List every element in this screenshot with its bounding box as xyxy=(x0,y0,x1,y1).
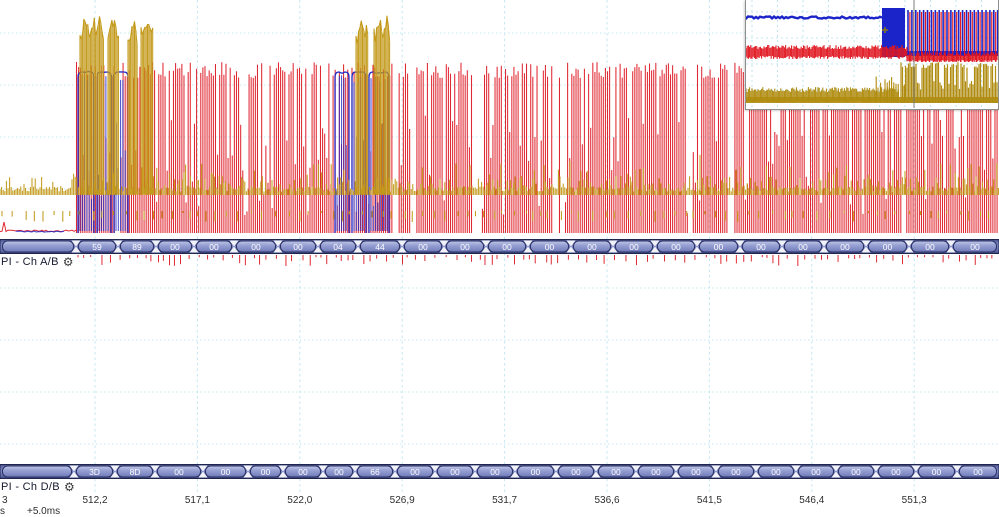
svg-text:00: 00 xyxy=(334,467,344,477)
svg-text:00: 00 xyxy=(293,242,303,252)
svg-text:04: 04 xyxy=(333,242,343,252)
svg-text:00: 00 xyxy=(502,242,512,252)
svg-text:00: 00 xyxy=(691,467,701,477)
svg-text:00: 00 xyxy=(531,467,541,477)
svg-text:66: 66 xyxy=(370,467,380,477)
footer-scale-text: +5.0ms xyxy=(27,506,61,517)
svg-text:00: 00 xyxy=(587,242,597,252)
svg-text:00: 00 xyxy=(756,242,766,252)
gear-icon[interactable]: ⚙ xyxy=(63,479,75,494)
time-label: 536,6 xyxy=(594,495,620,506)
top-channel-label: PI - Ch A/B xyxy=(1,255,59,268)
top-decoder-strip: 59 89 00 00 00 00 04 44 00 00 00 00 00 00 00 00 00 00 00 00… xyxy=(0,239,999,254)
yellow-signal xyxy=(0,15,999,222)
bottom-decoder-strip: 3D 8D 00 00 00 00 00 66 00 00 00 00 00 00 00 00 00 00 00 00… xyxy=(0,464,999,479)
svg-text:89: 89 xyxy=(132,242,142,252)
svg-text:00: 00 xyxy=(460,242,470,252)
time-axis: 3 512,2 517,1 522,0 526,9 531,7 536,6 541,5 546… xyxy=(0,495,999,507)
svg-text:00: 00 xyxy=(798,242,808,252)
svg-text:00: 00 xyxy=(209,242,219,252)
gear-icon[interactable]: ⚙ xyxy=(62,254,74,269)
svg-text:8D: 8D xyxy=(130,467,141,477)
bottom-channel-row: PI - Ch D/B ⚙ xyxy=(1,480,75,493)
svg-text:00: 00 xyxy=(629,242,639,252)
inset-marker xyxy=(882,27,888,33)
svg-text:00: 00 xyxy=(261,467,271,477)
time-label-partial: 3 xyxy=(2,495,8,506)
svg-text:3D: 3D xyxy=(89,467,100,477)
bottom-channel-label: PI - Ch D/B xyxy=(1,480,60,493)
svg-text:59: 59 xyxy=(92,242,102,252)
svg-text:00: 00 xyxy=(298,467,308,477)
svg-text:44: 44 xyxy=(375,242,385,252)
time-label: 541,5 xyxy=(696,495,722,506)
svg-text:00: 00 xyxy=(731,467,741,477)
time-label: 526,9 xyxy=(389,495,415,506)
time-label: 546,4 xyxy=(799,495,825,506)
time-footer: s +5.0ms xyxy=(0,506,999,517)
svg-text:00: 00 xyxy=(410,467,420,477)
footer-left-text: s xyxy=(0,506,5,517)
svg-text:00: 00 xyxy=(611,467,621,477)
time-label: 522,0 xyxy=(287,495,313,506)
svg-text:00: 00 xyxy=(811,467,821,477)
red-under-ticks xyxy=(77,255,993,266)
time-label: 531,7 xyxy=(492,495,518,506)
svg-text:00: 00 xyxy=(932,467,942,477)
overview-inset-svg xyxy=(746,0,998,108)
svg-text:00: 00 xyxy=(450,467,460,477)
svg-text:00: 00 xyxy=(651,467,661,477)
bottom-decoder-svg: 3D 8D 00 00 00 00 00 66 00 00 00 00 00 00 00 00 00 00 00 00… xyxy=(0,464,999,479)
svg-text:00: 00 xyxy=(490,467,500,477)
overview-inset[interactable] xyxy=(745,0,999,110)
svg-text:00: 00 xyxy=(891,467,901,477)
time-label: 517,1 xyxy=(184,495,210,506)
svg-text:00: 00 xyxy=(174,467,184,477)
svg-text:00: 00 xyxy=(851,467,861,477)
svg-text:00: 00 xyxy=(571,467,581,477)
svg-text:00: 00 xyxy=(221,467,231,477)
svg-text:00: 00 xyxy=(671,242,681,252)
svg-text:00: 00 xyxy=(714,242,724,252)
bottom-waveform-panel[interactable] xyxy=(0,0,999,247)
svg-text:00: 00 xyxy=(970,242,980,252)
svg-text:00: 00 xyxy=(170,242,180,252)
time-label: 512,2 xyxy=(82,495,108,506)
svg-text:00: 00 xyxy=(840,242,850,252)
svg-text:00: 00 xyxy=(545,242,555,252)
svg-text:00: 00 xyxy=(251,242,261,252)
top-decoder-svg: 59 89 00 00 00 00 04 44 00 00 00 00 00 00 00 00 00 00 00 00… xyxy=(0,239,999,254)
svg-text:00: 00 xyxy=(883,242,893,252)
svg-text:00: 00 xyxy=(771,467,781,477)
svg-text:00: 00 xyxy=(925,242,935,252)
top-channel-row: PI - Ch A/B ⚙ xyxy=(1,255,73,268)
time-label: 551,3 xyxy=(901,495,927,506)
svg-text:00: 00 xyxy=(418,242,428,252)
svg-text:00: 00 xyxy=(973,467,983,477)
